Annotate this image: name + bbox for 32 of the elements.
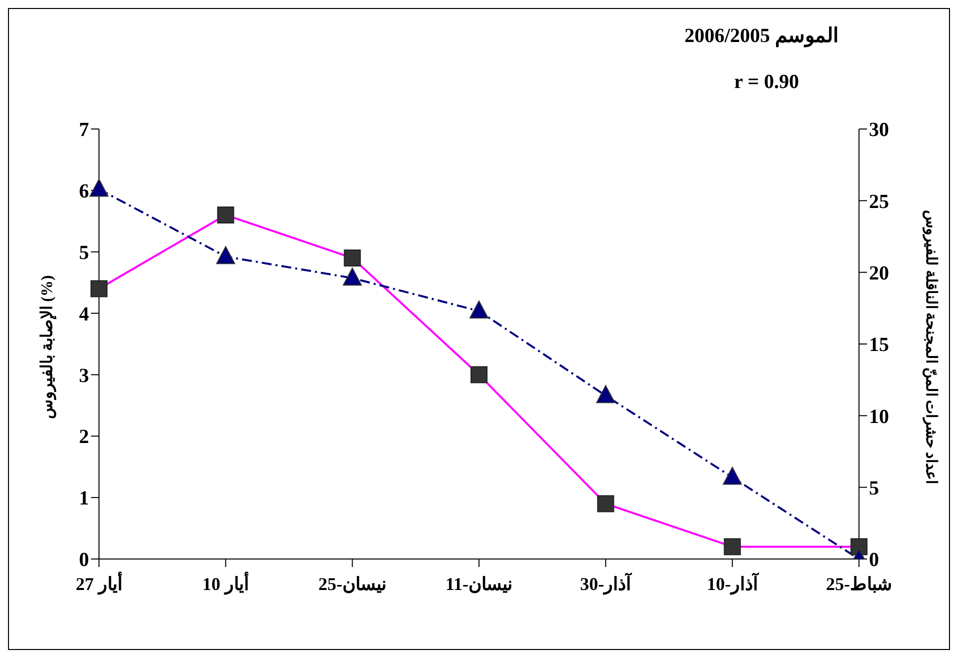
y-tick-label: 3	[79, 364, 89, 387]
point	[470, 300, 488, 319]
x-tick-label: أيار 10	[202, 572, 249, 595]
y-tick-label: 4	[79, 303, 89, 326]
y-tick-label: 1	[79, 488, 89, 510]
point	[90, 178, 108, 197]
point	[342, 268, 362, 286]
y2-tick-label: 25	[869, 190, 889, 213]
x-tick-label: شباط-25	[826, 574, 892, 594]
y2-tick-label: 0	[869, 549, 879, 572]
y2-tick-label: 5	[869, 477, 879, 500]
chart-subtitle: r = 0.90	[734, 71, 799, 94]
y2-tick-label: 20	[869, 262, 889, 284]
y-tick-label: 6	[79, 180, 89, 203]
x-tick-label: نيسان-25	[318, 574, 386, 594]
y2-tick-label: 10	[869, 406, 889, 428]
y-tick-label: 7	[79, 119, 89, 142]
point	[596, 385, 616, 404]
y-tick-label: 0	[79, 549, 89, 572]
chart-title: الموسم 2006/2005	[684, 24, 839, 48]
x-tick-label: آذار-30	[580, 572, 634, 595]
point	[216, 246, 236, 264]
y2-axis-title: اعداد حشرات المنّ المجنحة الناقلة للفيروس	[922, 210, 940, 484]
y-axis-title: الإصابة بالفيروس (%)	[38, 275, 57, 419]
y-tick-label: 5	[79, 242, 89, 264]
y-tick-label: 2	[79, 426, 89, 448]
x-tick-label: نيسان-11	[445, 574, 513, 594]
y2-tick-label: 30	[869, 119, 889, 142]
y2-tick-label: 15	[869, 334, 889, 356]
point	[722, 466, 742, 485]
x-tick-label: آذار-10	[706, 572, 760, 595]
x-tick-label: أيار 27	[76, 572, 122, 595]
